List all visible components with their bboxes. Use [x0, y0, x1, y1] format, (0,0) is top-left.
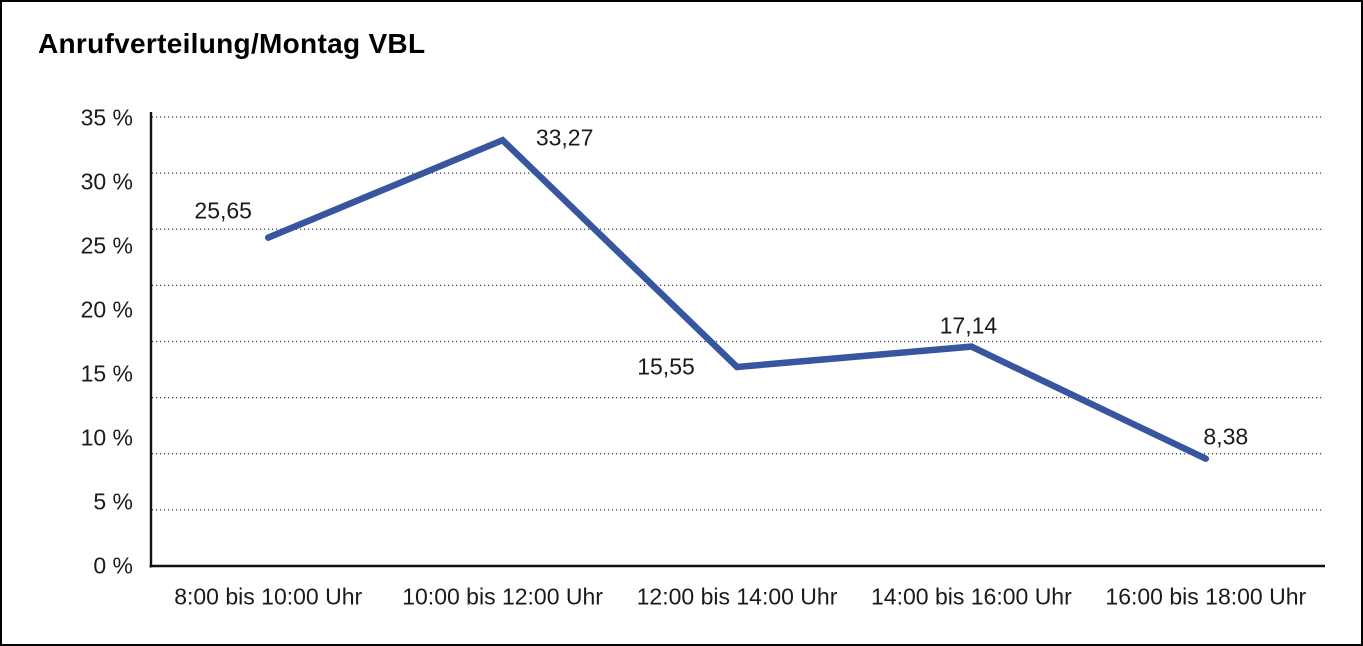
data-point-label: 33,27: [535, 124, 594, 151]
y-tick-label: 20 %: [80, 296, 133, 323]
y-tick-label: 10 %: [80, 424, 133, 451]
x-category-label: 10:00 bis 12:00 Uhr: [402, 583, 603, 610]
y-tick-label: 25 %: [80, 232, 133, 259]
data-point-label: 17,14: [939, 312, 998, 339]
y-tick-label: 15 %: [80, 360, 133, 387]
x-category-label: 8:00 bis 10:00 Uhr: [174, 583, 363, 610]
x-category-label: 14:00 bis 16:00 Uhr: [871, 583, 1072, 610]
x-category-label: 12:00 bis 14:00 Uhr: [636, 583, 838, 610]
y-tick-label: 5 %: [93, 488, 133, 515]
data-line: [264, 136, 1210, 462]
y-tick-label: 0 %: [93, 552, 133, 579]
data-point-label: 15,55: [637, 353, 695, 380]
data-point-label: 25,65: [194, 197, 252, 224]
chart-title: Anrufverteilung/Montag VBL: [38, 28, 426, 59]
y-tick-label: 30 %: [80, 168, 133, 195]
x-category-label: 16:00 bis 18:00 Uhr: [1105, 583, 1307, 610]
y-tick-label: 35 %: [80, 104, 133, 131]
data-point-label: 8,38: [1203, 423, 1249, 450]
